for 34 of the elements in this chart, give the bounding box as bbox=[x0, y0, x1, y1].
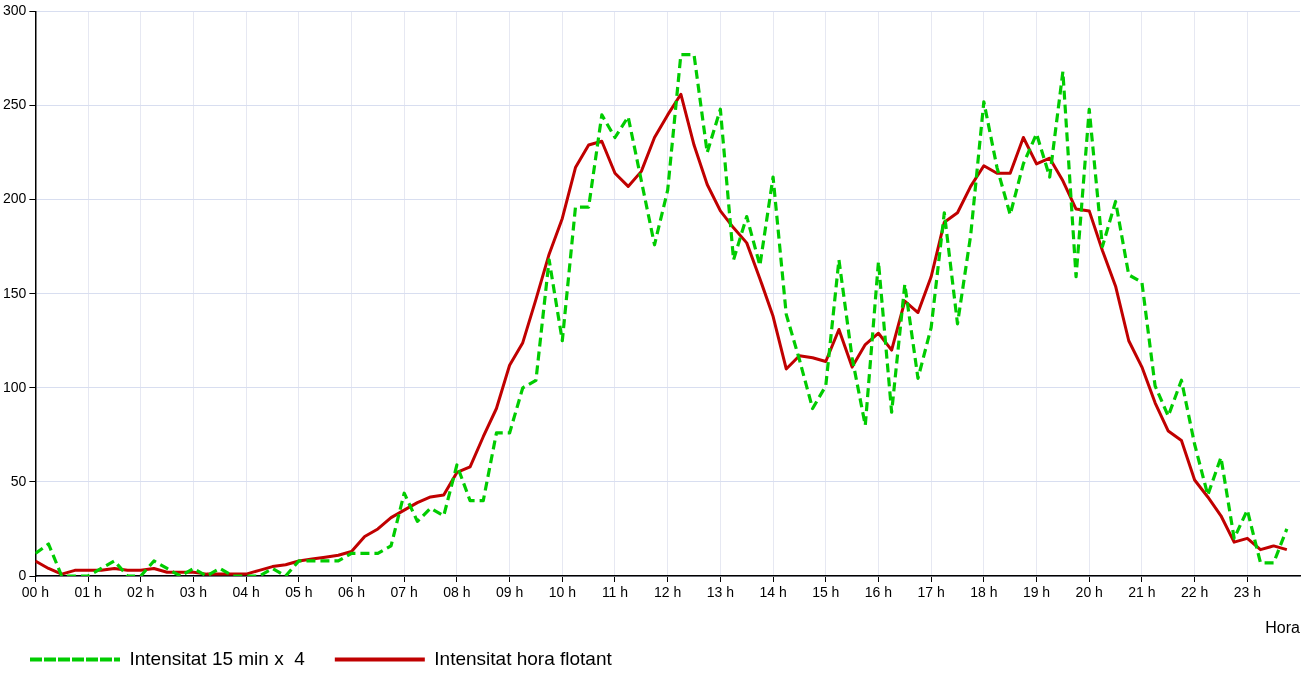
x-tick-label: 17 h bbox=[917, 584, 945, 601]
x-tick-label: 05 h bbox=[285, 584, 313, 601]
x-tick-label: 18 h bbox=[970, 584, 998, 601]
x-tick-label: 07 h bbox=[390, 584, 418, 601]
x-tick-label: 14 h bbox=[759, 584, 787, 601]
x-tick-label: 09 h bbox=[495, 584, 524, 601]
legend-label: Intensitat hora flotant bbox=[434, 647, 613, 669]
x-tick-label: 22 h bbox=[1180, 584, 1209, 601]
x-tick-label: 23 h bbox=[1233, 584, 1261, 601]
x-tick-label: 12 h bbox=[654, 584, 682, 601]
x-tick-label: 16 h bbox=[864, 584, 893, 601]
legend-label: Intensitat 15 min x 4 bbox=[129, 647, 306, 669]
y-tick-label: 150 bbox=[3, 284, 27, 301]
x-axis-title: Hora bbox=[1265, 618, 1301, 636]
x-tick-label: 11 h bbox=[601, 584, 629, 601]
x-tick-label: 13 h bbox=[706, 584, 734, 601]
x-tick-label: 10 h bbox=[548, 584, 576, 601]
y-tick-label: 250 bbox=[3, 96, 27, 113]
y-tick-label: 300 bbox=[3, 2, 27, 19]
x-tick-label: 19 h bbox=[1022, 584, 1051, 601]
x-tick-label: 01 h bbox=[74, 584, 102, 601]
x-tick-label: 02 h bbox=[127, 584, 155, 601]
y-tick-label: 100 bbox=[3, 378, 27, 395]
x-tick-label: 04 h bbox=[232, 584, 260, 601]
x-tick-label: 20 h bbox=[1075, 584, 1103, 601]
y-tick-label: 0 bbox=[18, 566, 27, 583]
x-tick-label: 21 h bbox=[1128, 584, 1156, 601]
x-tick-label: 08 h bbox=[443, 584, 471, 601]
x-tick-label: 03 h bbox=[179, 584, 208, 601]
x-tick-label: 00 h bbox=[21, 584, 49, 601]
x-tick-label: 06 h bbox=[337, 584, 366, 601]
x-tick-label: 15 h bbox=[812, 584, 840, 601]
y-tick-label: 50 bbox=[10, 472, 27, 489]
y-tick-label: 200 bbox=[3, 190, 27, 207]
